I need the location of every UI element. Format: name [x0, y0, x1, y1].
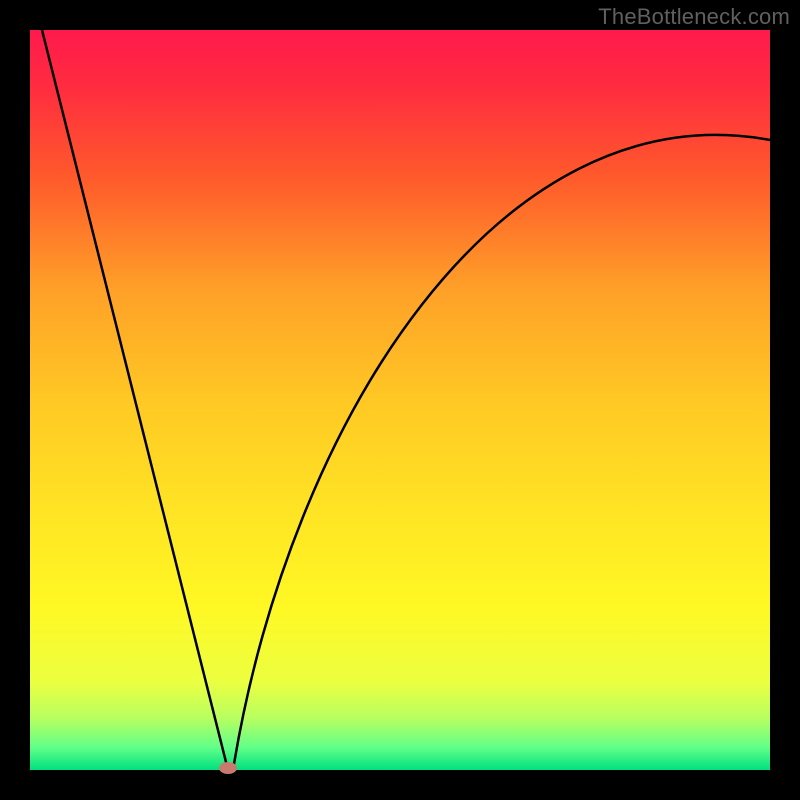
- watermark-text: TheBottleneck.com: [598, 4, 790, 30]
- minimum-marker: [219, 762, 237, 774]
- chart-container: TheBottleneck.com: [0, 0, 800, 800]
- bottleneck-chart: [0, 0, 800, 800]
